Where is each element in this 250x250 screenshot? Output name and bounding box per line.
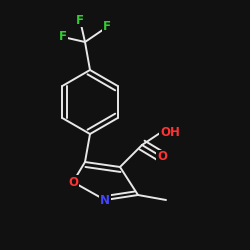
- Text: O: O: [157, 150, 167, 164]
- Text: F: F: [76, 14, 84, 26]
- Text: F: F: [103, 20, 111, 34]
- Text: O: O: [68, 176, 78, 188]
- Text: N: N: [100, 194, 110, 206]
- Text: F: F: [59, 30, 67, 44]
- Text: OH: OH: [160, 126, 180, 140]
